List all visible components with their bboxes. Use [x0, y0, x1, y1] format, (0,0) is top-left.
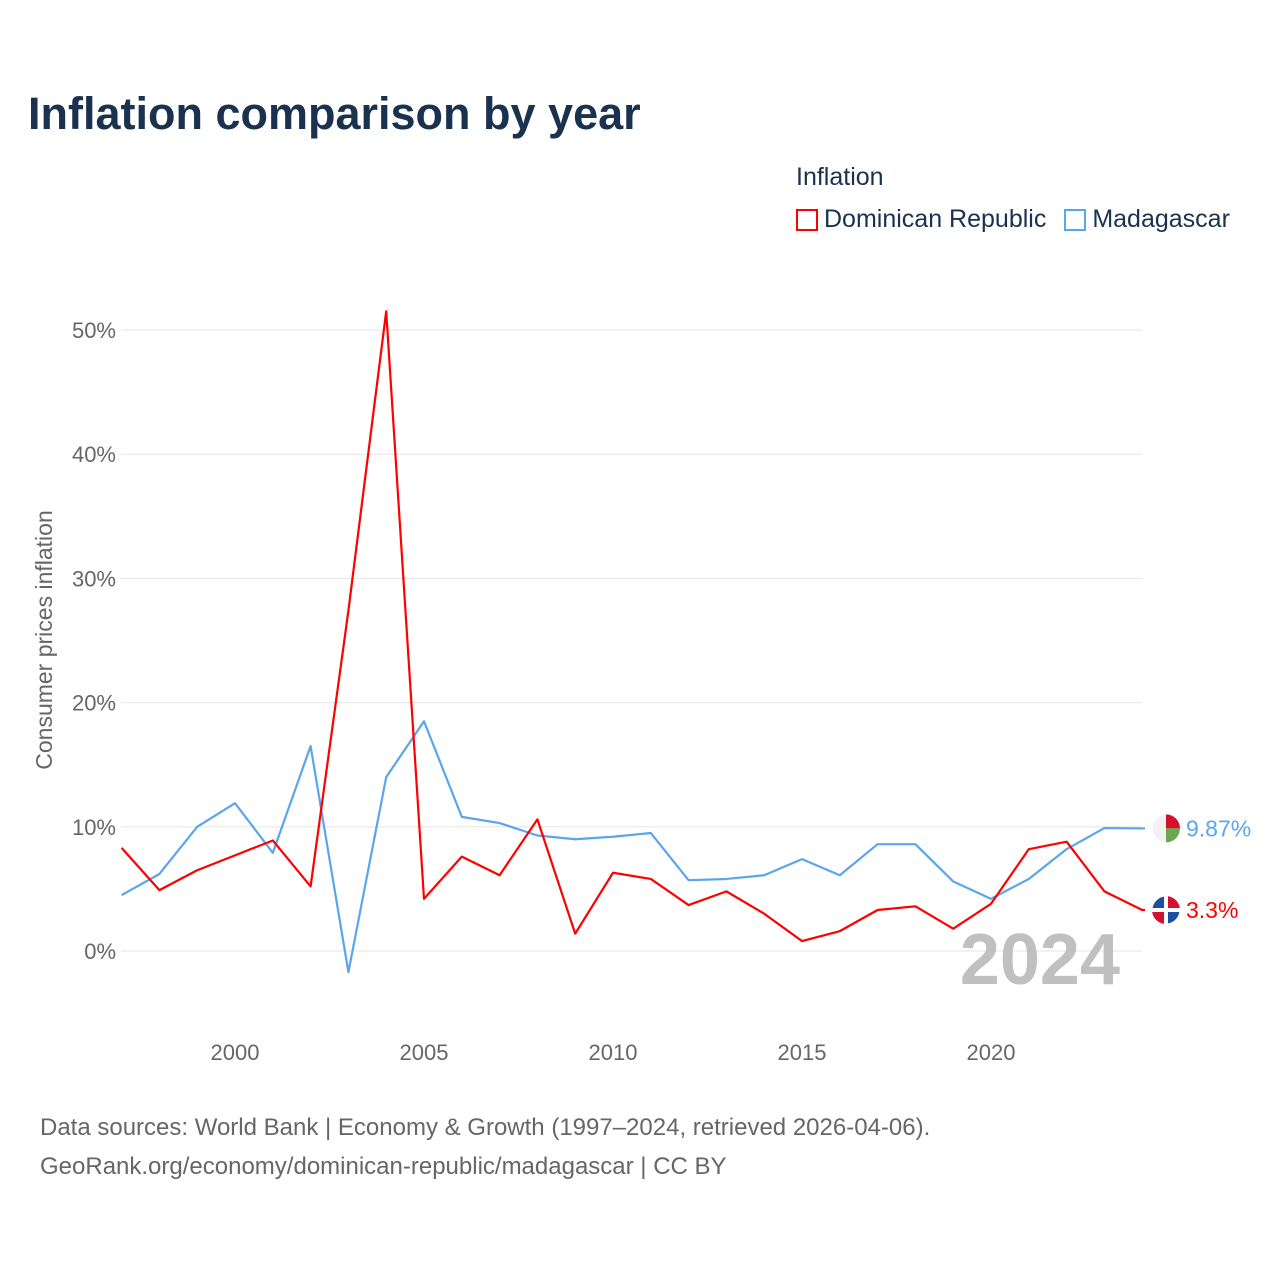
- legend-item-dominican-republic[interactable]: Dominican Republic: [796, 205, 1046, 234]
- legend-item-madagascar[interactable]: Madagascar: [1064, 205, 1230, 234]
- flag-icon-part: [1166, 828, 1180, 843]
- y-tick-label: 20%: [72, 691, 116, 716]
- legend-label: Madagascar: [1092, 205, 1230, 233]
- flag-icon-part: [1166, 814, 1181, 829]
- y-tick-label: 50%: [72, 318, 116, 343]
- y-tick-label: 30%: [72, 566, 116, 591]
- flag-icon-part: [1164, 896, 1168, 925]
- source-line-2: GeoRank.org/economy/dominican-republic/m…: [40, 1153, 727, 1180]
- y-tick-label: 40%: [72, 442, 116, 467]
- x-tick-label: 2020: [967, 1040, 1016, 1065]
- x-tick-label: 2015: [778, 1040, 827, 1065]
- legend-swatch: [1064, 208, 1087, 231]
- year-watermark: 2024: [960, 920, 1120, 1000]
- series-line-dominican-republic: [120, 310, 1145, 943]
- legend-title: Inflation: [796, 163, 884, 191]
- end-value-label: 9.87%: [1186, 815, 1251, 841]
- x-tick-label: 2010: [589, 1040, 638, 1065]
- y-tick-label: 10%: [72, 815, 116, 840]
- x-tick-label: 2005: [400, 1040, 449, 1065]
- flag-icon-part: [1152, 910, 1166, 925]
- legend-label: Dominican Republic: [824, 205, 1047, 233]
- source-line-1: Data sources: World Bank | Economy & Gro…: [40, 1114, 931, 1141]
- y-axis-label: Consumer prices inflation: [31, 510, 57, 770]
- end-value-label: 3.3%: [1186, 897, 1238, 923]
- x-tick-label: 2000: [211, 1040, 260, 1065]
- series-line-madagascar: [121, 720, 1145, 974]
- chart-title: Inflation comparison by year: [28, 88, 641, 139]
- source-note: Data sources: World Bank | Economy & Gro…: [40, 1108, 930, 1186]
- legend-swatch: [796, 208, 818, 231]
- y-tick-label: 0%: [84, 939, 116, 964]
- legend: Dominican Republic Madagascar: [796, 205, 1230, 234]
- flag-icon-part: [1166, 896, 1181, 911]
